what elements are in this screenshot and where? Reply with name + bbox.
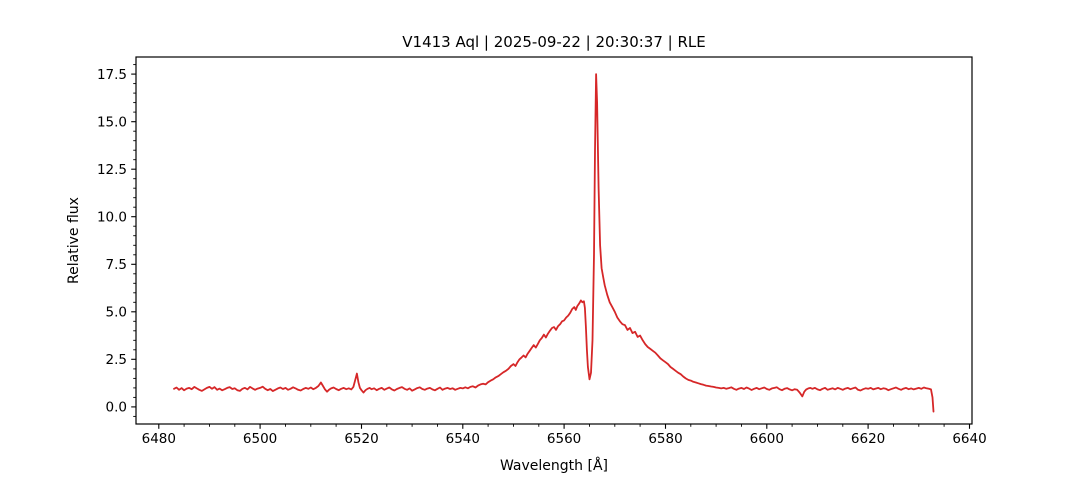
y-tick-label: 17.5 — [97, 67, 127, 83]
x-tick-labels: 6480 6500 6520 6540 6560 6580 6600 6620 6640 — [142, 431, 987, 447]
x-tick-label: 6520 — [344, 431, 378, 447]
spectrum-line — [173, 73, 935, 413]
chart-title: V1413 Aql | 2025-09-22 | 20:30:37 | RLE — [402, 33, 705, 51]
y-tick-label: 0.0 — [106, 400, 127, 416]
x-tick-label: 6480 — [142, 431, 176, 447]
x-tick-label: 6600 — [750, 431, 784, 447]
axes-spines — [135, 56, 973, 425]
y-tick-labels: 0.0 2.5 5.0 7.5 10.0 12.5 15.0 17.5 — [97, 67, 127, 416]
y-tick-label: 10.0 — [97, 209, 127, 225]
x-tick-label: 6560 — [547, 431, 581, 447]
y-axis-label: Relative flux — [66, 197, 82, 284]
y-tick-label: 15.0 — [97, 114, 127, 130]
x-tick-label: 6580 — [648, 431, 682, 447]
y-tick-label: 5.0 — [106, 305, 127, 321]
y-tick-label: 7.5 — [106, 257, 127, 273]
x-tick-label: 6620 — [851, 431, 885, 447]
y-tick-label: 2.5 — [106, 352, 127, 368]
x-tick-label: 6640 — [952, 431, 986, 447]
y-major-ticks — [131, 73, 136, 408]
plot-background — [136, 57, 972, 424]
x-major-ticks — [158, 424, 971, 429]
x-tick-label: 6540 — [446, 431, 480, 447]
y-tick-label: 12.5 — [97, 162, 127, 178]
x-tick-label: 6500 — [243, 431, 277, 447]
x-axis-label: Wavelength [Å] — [500, 457, 608, 474]
